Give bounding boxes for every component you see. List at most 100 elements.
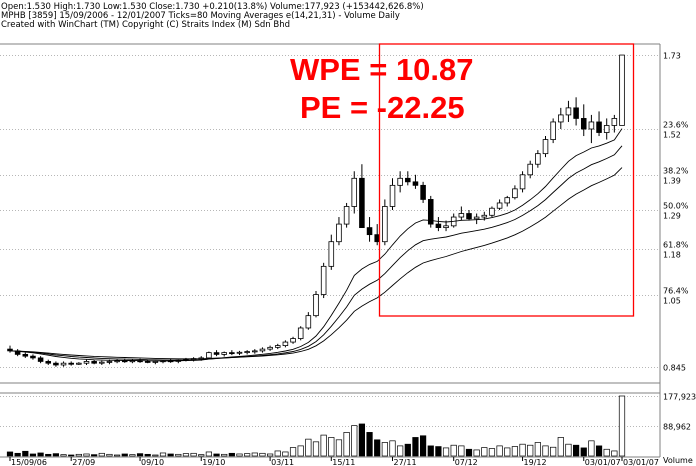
- volume-bar: [595, 445, 603, 457]
- volume-bar: [159, 452, 167, 457]
- candle-body: [99, 361, 105, 364]
- highlight-box: [378, 43, 635, 317]
- axis-labels: 1.73 23.6%1.52 38.2%1.39 50.0%1.29 61.8%1.18…: [11, 52, 696, 466]
- volume-bar: [488, 448, 496, 457]
- x-tick-label: 15/11: [332, 458, 355, 466]
- volume-bar: [83, 453, 90, 457]
- volume-bar: [565, 443, 572, 457]
- ema-14-line: [9, 128, 623, 362]
- candle-body: [558, 114, 564, 123]
- volume-bars: [6, 395, 626, 457]
- candle-body: [519, 174, 526, 190]
- volume-bar: [320, 434, 327, 457]
- candle-body: [91, 361, 97, 364]
- candle-body: [504, 197, 511, 204]
- volume-bar: [458, 445, 465, 457]
- volume-bar: [588, 440, 595, 457]
- candle-body: [382, 206, 388, 243]
- candle-body: [30, 355, 36, 359]
- candle-body: [313, 294, 319, 317]
- candle-body: [343, 206, 350, 225]
- volume-bar: [14, 452, 21, 457]
- volume-bar: [136, 453, 144, 457]
- volume-bar: [75, 453, 82, 457]
- volume-bar: [106, 453, 113, 457]
- volume-bar: [228, 452, 235, 457]
- candle-body: [496, 202, 503, 209]
- volume-bar: [603, 448, 610, 457]
- candle-body: [45, 361, 52, 364]
- candle-body: [152, 361, 159, 363]
- copyright-line: Created with WinChart (TM) Copyright (C)…: [1, 20, 290, 30]
- moving-average-lines: [9, 128, 623, 362]
- candle-body: [229, 352, 235, 355]
- candlestick-series: [7, 54, 625, 367]
- fib-level-label: 50.0%: [663, 202, 689, 211]
- volume-bar: [435, 446, 442, 457]
- volume-bar: [68, 454, 75, 457]
- volume-bar: [572, 444, 580, 457]
- volume-bar: [312, 441, 320, 457]
- x-tick-label: 27/11: [394, 458, 417, 466]
- volume-bar: [611, 450, 618, 457]
- volume-bar: [266, 453, 274, 457]
- candle-body: [359, 177, 365, 229]
- candle-body: [527, 163, 533, 176]
- volume-tick-label: 88,962: [663, 423, 691, 432]
- x-tick-label: 19/10: [202, 458, 225, 466]
- ohlc-header: Open:1.530 High:1.730 Low:1.530 Close:1.…: [1, 2, 424, 12]
- volume-bar: [557, 437, 564, 457]
- volume-bar: [129, 454, 136, 457]
- candle-body: [206, 352, 212, 359]
- volume-bar: [167, 453, 174, 457]
- grid-layer: [0, 43, 661, 461]
- volume-bar: [236, 453, 243, 457]
- candle-body: [405, 177, 411, 183]
- candle-body: [489, 207, 495, 216]
- volume-bar: [29, 453, 37, 457]
- volume-bar: [45, 453, 52, 457]
- volume-bar: [473, 449, 480, 457]
- candle-body: [603, 125, 610, 133]
- fib-level-label: 23.6%: [663, 121, 689, 130]
- volume-bar: [221, 453, 228, 457]
- candle-body: [458, 213, 465, 218]
- volume-bar: [182, 453, 190, 457]
- candle-body: [336, 223, 342, 243]
- candle-body: [389, 184, 396, 207]
- x-tick-label: 03/11: [271, 458, 294, 466]
- pe-annotation: PE = -22.25: [300, 90, 465, 125]
- ema-21-line: [9, 145, 623, 361]
- volume-bar: [305, 438, 312, 457]
- volume-bar: [511, 446, 519, 457]
- candle-body: [443, 225, 449, 229]
- candle-body: [297, 327, 304, 339]
- candle-body: [76, 362, 82, 365]
- volume-bar: [397, 445, 404, 457]
- candle-body: [236, 351, 243, 354]
- candle-body: [573, 107, 579, 119]
- volume-bar: [22, 450, 29, 457]
- volume-bar: [412, 437, 419, 457]
- volume-bar: [121, 453, 128, 457]
- volume-bar: [427, 445, 434, 457]
- ema-31-line: [9, 167, 623, 360]
- candle-body: [611, 118, 618, 126]
- volume-bar: [190, 452, 197, 457]
- volume-bar: [442, 447, 450, 457]
- volume-bar: [52, 453, 60, 457]
- volume-bar: [328, 437, 335, 457]
- candle-body: [427, 199, 434, 225]
- candle-body: [83, 361, 90, 364]
- candle-body: [596, 121, 602, 133]
- volume-bar: [542, 445, 549, 457]
- candle-body: [435, 223, 442, 229]
- volume-axis-label: Volume: [663, 456, 693, 465]
- candle-body: [320, 265, 327, 295]
- fib-level-label: 61.8%: [663, 241, 689, 250]
- candle-body: [550, 121, 556, 140]
- candle-body: [144, 361, 151, 363]
- volume-bar: [251, 452, 258, 457]
- volume-bar: [534, 442, 541, 457]
